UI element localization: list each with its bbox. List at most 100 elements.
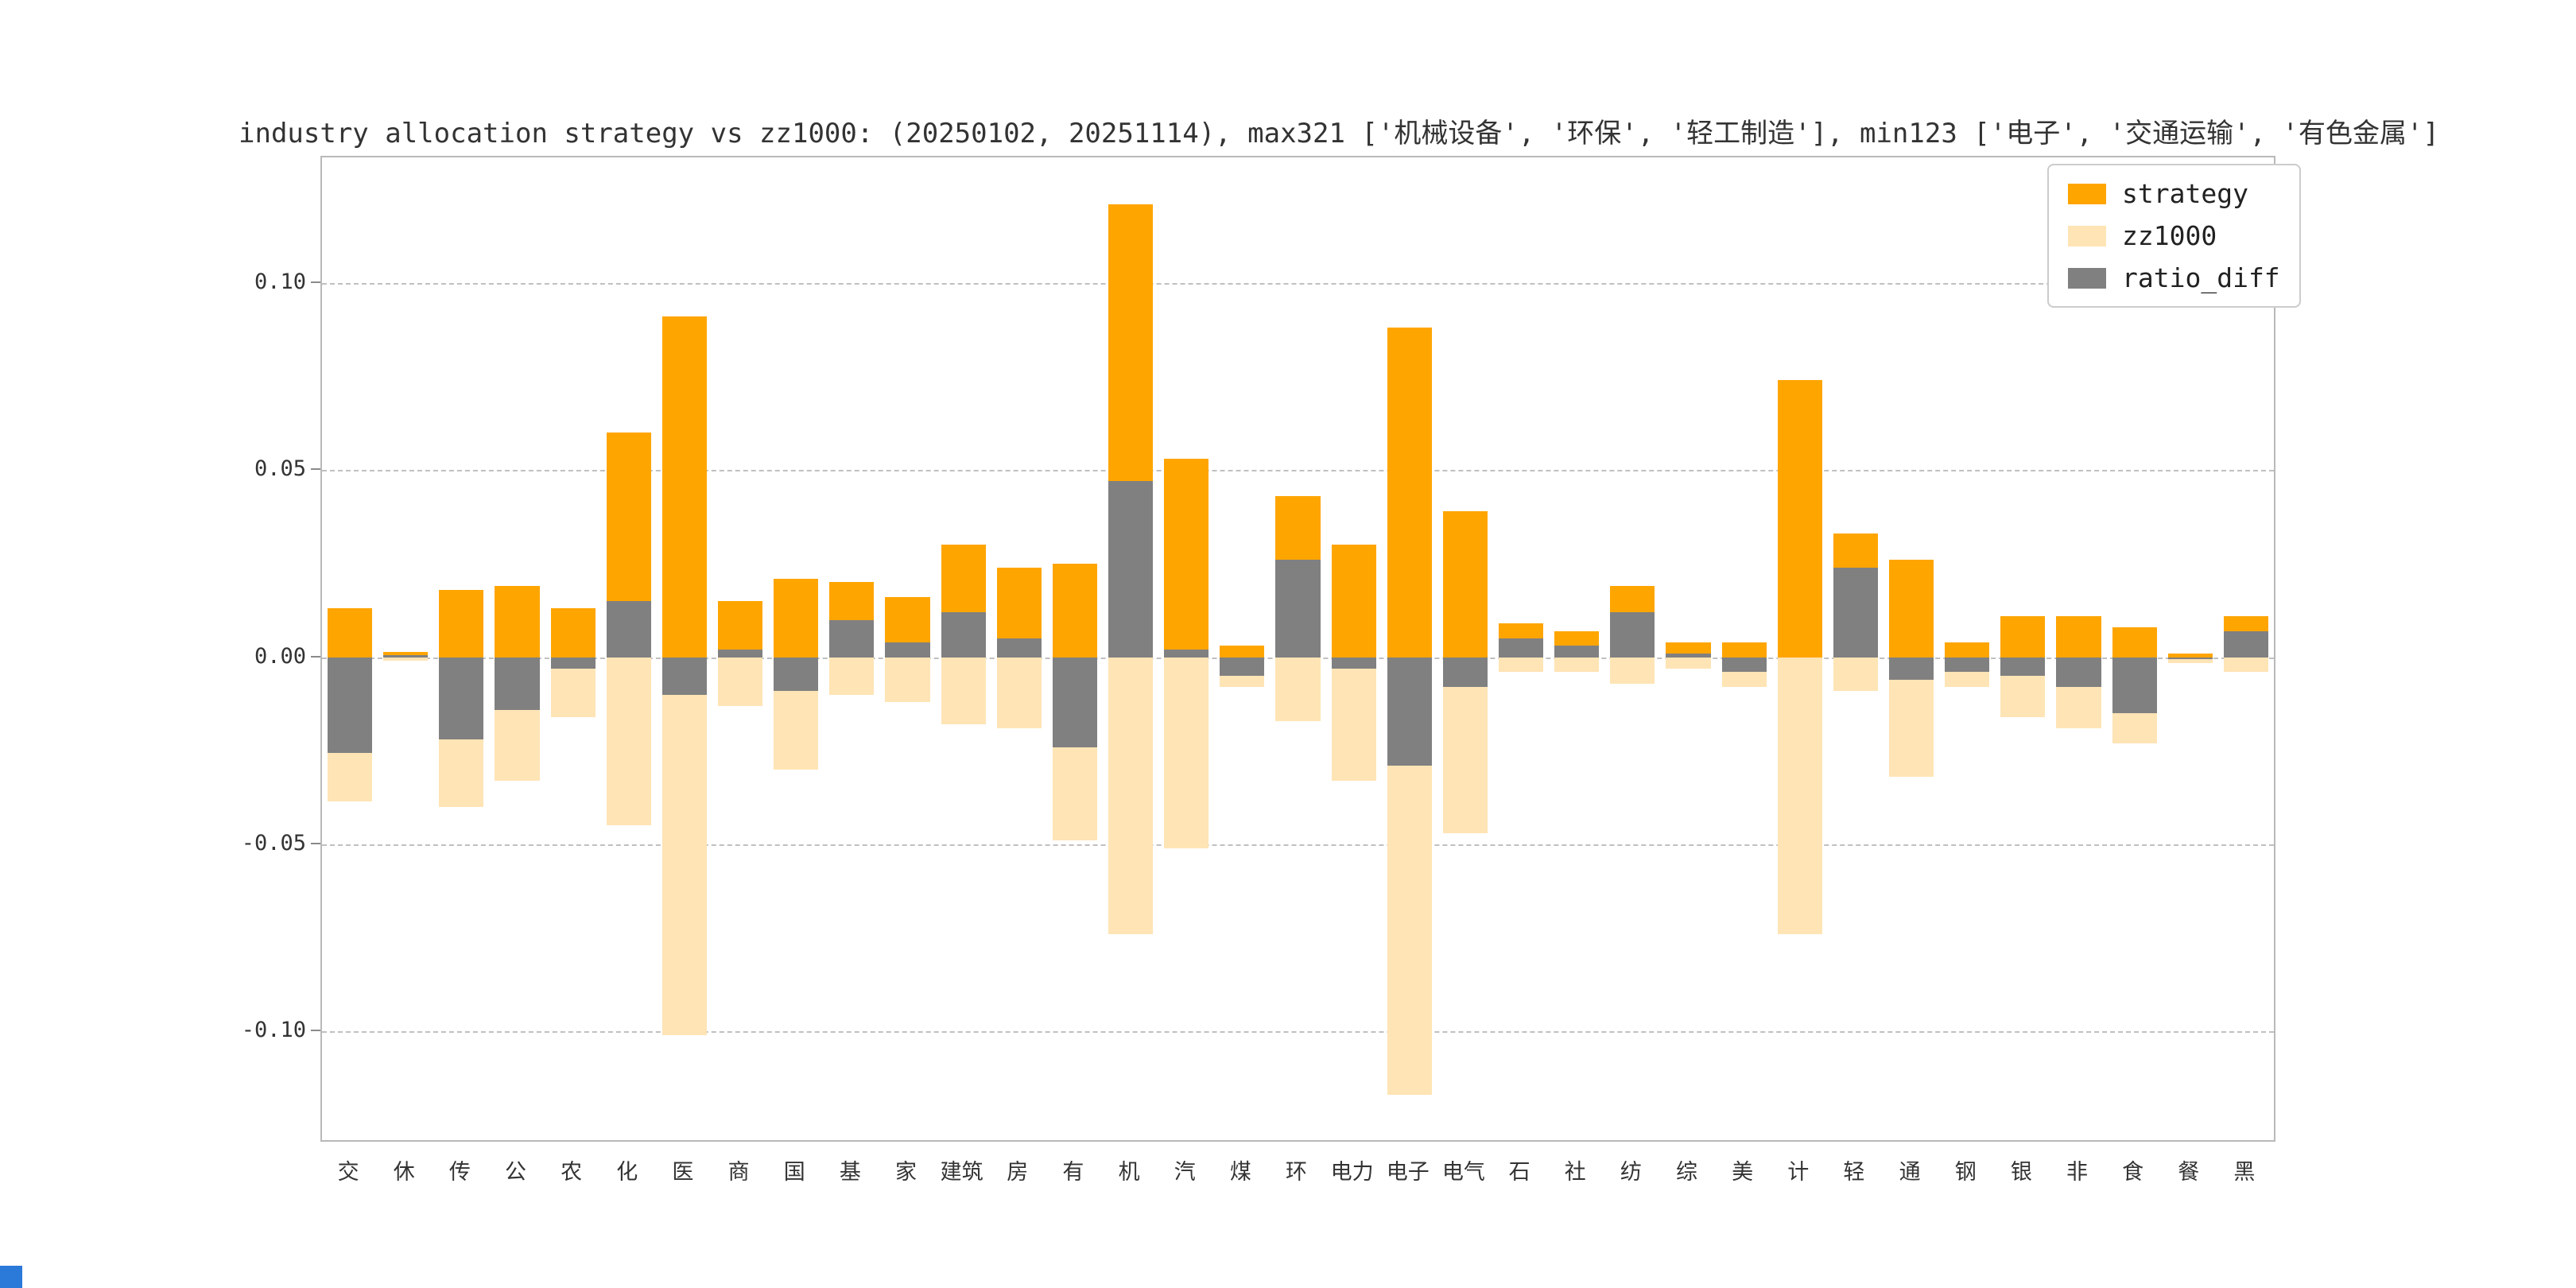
x-tick-label: 通 <box>1899 1160 1921 1185</box>
x-tick-label: 轻 <box>1843 1160 1865 1185</box>
x-tick-label: 机 <box>1118 1160 1140 1185</box>
x-tick-label: 汽 <box>1174 1160 1196 1185</box>
bar-zz1000-汽 <box>1164 657 1209 848</box>
bar-zz1000-医 <box>661 657 707 1036</box>
chart-title: industry allocation strategy vs zz1000: … <box>239 118 2439 149</box>
bar-zz1000-休 <box>383 657 429 661</box>
bar-ratio-diff-有 <box>1052 657 1097 747</box>
bar-strategy-汽 <box>1164 459 1209 658</box>
bar-ratio-diff-煤 <box>1220 657 1265 677</box>
x-tick-label: 传 <box>448 1160 471 1185</box>
bar-ratio-diff-休 <box>383 655 429 658</box>
legend-item-ratio-diff: ratio_diff <box>2068 262 2280 293</box>
bar-strategy-交 <box>328 608 373 658</box>
bar-ratio-diff-交 <box>328 657 373 753</box>
bar-ratio-diff-电力 <box>1331 657 1376 669</box>
bar-zz1000-餐 <box>2167 657 2213 663</box>
x-tick-label: 化 <box>616 1160 638 1185</box>
bar-zz1000-电力 <box>1331 657 1376 781</box>
bar-zz1000-基 <box>829 657 875 695</box>
x-tick-label: 农 <box>561 1160 583 1185</box>
bar-strategy-有 <box>1052 563 1097 658</box>
gridline <box>322 844 2274 847</box>
bar-zz1000-商 <box>718 657 763 706</box>
bar-strategy-银 <box>2000 615 2046 658</box>
bar-ratio-diff-农 <box>550 657 596 669</box>
y-tick-label: 0.10 <box>254 269 306 294</box>
bar-strategy-煤 <box>1220 646 1265 658</box>
x-tick-label: 房 <box>1007 1160 1029 1185</box>
bar-ratio-diff-基 <box>829 619 875 658</box>
bar-ratio-diff-化 <box>606 600 651 658</box>
x-tick-label: 综 <box>1676 1160 1697 1185</box>
x-tick-label: 医 <box>672 1160 694 1185</box>
bar-strategy-钢 <box>1945 642 1990 658</box>
bar-strategy-食 <box>2112 627 2157 658</box>
bar-ratio-diff-美 <box>1721 657 1767 673</box>
x-tick-label: 家 <box>895 1160 917 1185</box>
legend-item-strategy: strategy <box>2068 178 2280 209</box>
bar-zz1000-房 <box>996 657 1042 729</box>
x-tick-label: 商 <box>727 1160 750 1185</box>
x-tick-label: 环 <box>1286 1160 1307 1185</box>
x-tick-label: 煤 <box>1229 1160 1251 1185</box>
bar-ratio-diff-机 <box>1108 481 1154 658</box>
bar-ratio-diff-综 <box>1666 653 1711 658</box>
bar-strategy-农 <box>550 608 596 658</box>
x-tick-label: 基 <box>839 1160 861 1185</box>
bar-strategy-餐 <box>2167 653 2213 658</box>
gridline <box>322 1031 2274 1034</box>
legend-swatch-ratio-diff <box>2068 267 2106 289</box>
bar-ratio-diff-电气 <box>1442 657 1488 688</box>
bar-strategy-商 <box>718 600 763 658</box>
bar-strategy-非 <box>2056 615 2101 658</box>
legend-swatch-zz1000 <box>2068 225 2106 246</box>
legend-label-ratio-diff: ratio_diff <box>2122 262 2280 293</box>
bar-zz1000-石 <box>1499 657 1544 673</box>
x-tick-label: 公 <box>505 1160 526 1185</box>
x-tick-label: 黑 <box>2233 1160 2256 1185</box>
bar-ratio-diff-纺 <box>1610 612 1655 658</box>
bottom-left-blue-artifact <box>0 1266 22 1288</box>
bar-zz1000-机 <box>1108 657 1154 935</box>
x-tick-label: 电气 <box>1441 1160 1485 1185</box>
bar-strategy-美 <box>1721 642 1767 658</box>
bar-strategy-电力 <box>1331 545 1376 658</box>
gridline <box>322 282 2274 285</box>
bar-zz1000-黑 <box>2223 657 2268 673</box>
bar-strategy-休 <box>383 651 429 658</box>
bar-ratio-diff-电子 <box>1387 657 1432 766</box>
x-tick-label: 纺 <box>1620 1160 1642 1185</box>
bar-ratio-diff-社 <box>1554 646 1600 658</box>
bar-ratio-diff-房 <box>996 638 1042 658</box>
bar-zz1000-化 <box>606 657 651 826</box>
bar-strategy-传 <box>439 589 484 658</box>
bar-strategy-医 <box>661 316 707 658</box>
bar-ratio-diff-建筑 <box>941 612 986 658</box>
bar-strategy-计 <box>1777 380 1822 658</box>
bar-strategy-通 <box>1889 560 1934 658</box>
bar-ratio-diff-国 <box>774 657 819 691</box>
bar-ratio-diff-公 <box>495 657 540 710</box>
legend-label-zz1000: zz1000 <box>2122 220 2217 251</box>
x-tick-label: 电力 <box>1330 1160 1374 1185</box>
x-tick-label: 电子 <box>1386 1160 1430 1185</box>
x-tick-label: 美 <box>1732 1160 1754 1185</box>
x-tick-label: 建筑 <box>940 1160 983 1185</box>
bar-zz1000-家 <box>885 657 930 703</box>
legend-label-strategy: strategy <box>2122 178 2248 209</box>
bar-zz1000-建筑 <box>941 657 986 725</box>
y-tick-mark <box>311 1030 320 1032</box>
bar-zz1000-社 <box>1554 657 1600 673</box>
x-tick-label: 钢 <box>1954 1160 1977 1185</box>
bar-strategy-电子 <box>1387 328 1432 658</box>
legend-swatch-strategy <box>2068 183 2106 204</box>
x-tick-label: 计 <box>1787 1160 1810 1185</box>
bar-ratio-diff-黑 <box>2223 630 2268 658</box>
bar-zz1000-综 <box>1666 657 1711 669</box>
x-tick-label: 有 <box>1062 1160 1084 1185</box>
bar-ratio-diff-传 <box>439 657 484 740</box>
y-tick-label: 0.05 <box>254 456 306 482</box>
bar-ratio-diff-环 <box>1275 560 1321 658</box>
